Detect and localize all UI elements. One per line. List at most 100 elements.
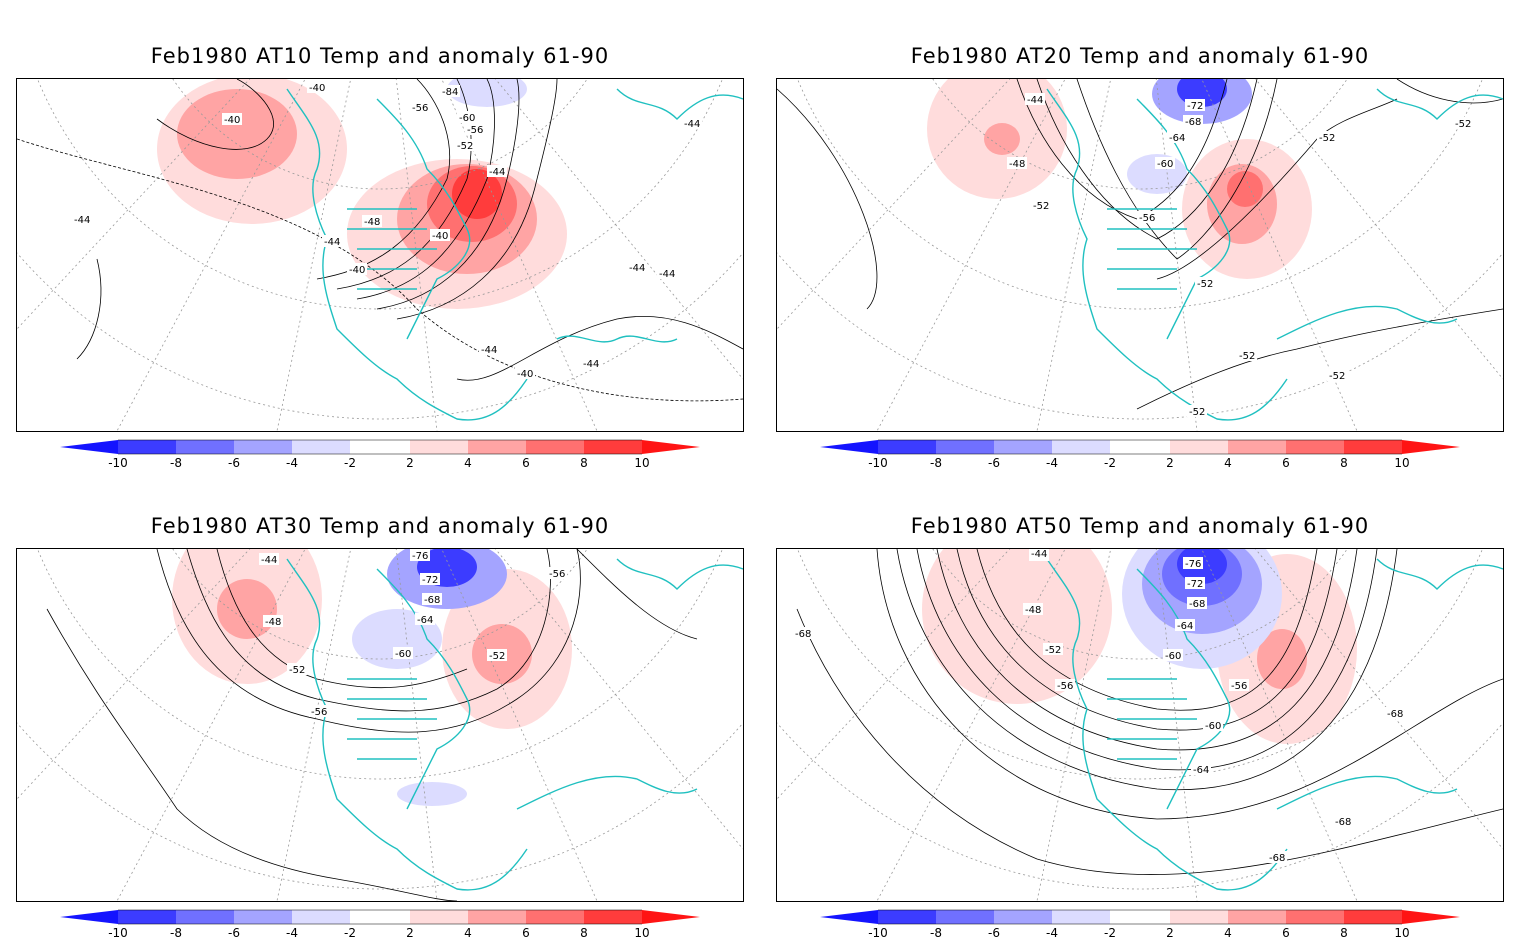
colorbar-arrow-high: [642, 440, 700, 454]
map-panel-at10: Feb1980 AT10 Temp and anomaly 61-90: [16, 0, 744, 470]
colorbar-tick: 2: [406, 456, 414, 470]
colorbar-bin: [994, 910, 1052, 924]
contour-label: -40: [517, 369, 533, 380]
contour-label: -72: [1187, 101, 1203, 112]
contour-label: -60: [1157, 159, 1173, 170]
colorbar-bin: [1344, 440, 1402, 454]
colorbar-tick: -4: [286, 926, 298, 940]
colorbar-tick: 6: [1282, 456, 1290, 470]
map-grid: [777, 549, 1503, 901]
contour-label: -68: [1269, 853, 1285, 864]
colorbar-bin: [468, 910, 526, 924]
contour-label: -44: [1027, 95, 1043, 106]
colorbar-tick: -2: [1104, 926, 1116, 940]
colorbar-bin: [410, 440, 468, 454]
contour-label: -56: [1139, 213, 1155, 224]
panel-title: Feb1980 AT30 Temp and anomaly 61-90: [150, 514, 610, 538]
contour-label: -64: [1177, 621, 1193, 632]
colorbar-tick: -2: [1104, 456, 1116, 470]
contour-label: -48: [1009, 159, 1025, 170]
coastlines: [286, 88, 743, 421]
colorbar-bin: [1228, 440, 1286, 454]
colorbar-bin: [1228, 910, 1286, 924]
contour-label: -40: [309, 83, 325, 94]
colorbar-tick: -10: [868, 926, 888, 940]
contour-labels: -44 -76 -72 -68 -64 -48 -60 -52 -52 -56 …: [259, 549, 567, 718]
contour-label: -44: [324, 237, 340, 248]
map-canvas: -44 -72 -68 -64 -60 -52 -52 -48 -52 -56 …: [777, 79, 1503, 431]
colorbar-tick: 10: [1394, 926, 1410, 940]
colorbar-tick: 10: [634, 926, 650, 940]
panel-title: Feb1980 AT10 Temp and anomaly 61-90: [150, 44, 610, 68]
contour-label: -52: [457, 141, 473, 152]
contour-label: -68: [424, 595, 440, 606]
contour-label: -84: [442, 87, 458, 98]
contour-label: -44: [74, 215, 90, 226]
colorbar-tick: 4: [464, 926, 472, 940]
contour-labels: -40 -40 -84 -56 -60 -56 -52 -44 -48 -44 …: [72, 81, 702, 380]
contour-label: -56: [311, 707, 327, 718]
contour-label: -56: [412, 103, 428, 114]
contour-label: -56: [1231, 681, 1247, 692]
colorbar-bin: [584, 910, 642, 924]
temperature-contours: [46, 549, 698, 901]
colorbar-scale: [60, 439, 700, 455]
temperature-contours: [777, 79, 1503, 410]
contour-label: -56: [1057, 681, 1073, 692]
contour-label: -52: [1239, 351, 1255, 362]
colorbar-bin: [468, 440, 526, 454]
colorbar-tick: 2: [1166, 926, 1174, 940]
contour-label: -44: [489, 167, 505, 178]
contour-label: -48: [364, 217, 380, 228]
colorbar-bin: [118, 910, 176, 924]
contour-label: -44: [481, 345, 497, 356]
colorbar-bin: [936, 440, 994, 454]
contour-label: -68: [1335, 817, 1351, 828]
contour-label: -44: [1031, 549, 1047, 560]
colorbar-tick: -8: [170, 926, 182, 940]
contour-label: -44: [684, 119, 700, 130]
panel-title: Feb1980 AT20 Temp and anomaly 61-90: [910, 44, 1370, 68]
colorbar-tick: -2: [344, 926, 356, 940]
contour-label: -60: [395, 649, 411, 660]
contour-label: -68: [1387, 709, 1403, 720]
colorbar-bin: [234, 910, 292, 924]
colorbar-tick: -10: [868, 456, 888, 470]
colorbar-bin: [1052, 440, 1110, 454]
colorbar-bin: [1286, 910, 1344, 924]
contour-label: -40: [349, 265, 365, 276]
colorbar-tick: 8: [1340, 456, 1348, 470]
contour-label: -56: [467, 125, 483, 136]
temperature-contours: [796, 549, 1503, 875]
colorbar-tick: 6: [522, 456, 530, 470]
contour-label: -44: [659, 269, 675, 280]
contour-label: -52: [1197, 279, 1213, 290]
colorbar-tick: -2: [344, 456, 356, 470]
map-frame: -40 -40 -84 -56 -60 -56 -52 -44 -48 -44 …: [16, 78, 744, 432]
colorbar: -10 -8 -6 -4 -2 2 4 6 8 10: [60, 438, 700, 470]
contour-label: -52: [1329, 371, 1345, 382]
contour-label: -52: [1033, 201, 1049, 212]
contour-label: -68: [795, 629, 811, 640]
contour-label: -44: [261, 555, 277, 566]
colorbar: -10 -8 -6 -4 -2 2 4 6 8 10: [820, 908, 1460, 940]
colorbar-bin: [176, 440, 234, 454]
contour-label: -52: [1045, 645, 1061, 656]
colorbar-tick: 4: [1224, 456, 1232, 470]
colorbar-bin: [1170, 440, 1228, 454]
map-canvas: -44 -76 -72 -68 -64 -48 -52 -60 -56 -56 …: [777, 549, 1503, 901]
colorbar-bin: [292, 440, 350, 454]
colorbar-bin: [1170, 910, 1228, 924]
map-grid: [17, 549, 743, 901]
anomaly-shading: [157, 79, 567, 309]
contour-label: -52: [489, 651, 505, 662]
colorbar-tick: -6: [228, 926, 240, 940]
colorbar-bin: [584, 440, 642, 454]
colorbar-tick: -4: [1046, 456, 1058, 470]
contour-label: -60: [1205, 721, 1221, 732]
colorbar-tick: -10: [108, 926, 128, 940]
colorbar-tick: 6: [1282, 926, 1290, 940]
colorbar-scale: [60, 909, 700, 925]
colorbar-bin: [936, 910, 994, 924]
contour-label: -56: [549, 569, 565, 580]
